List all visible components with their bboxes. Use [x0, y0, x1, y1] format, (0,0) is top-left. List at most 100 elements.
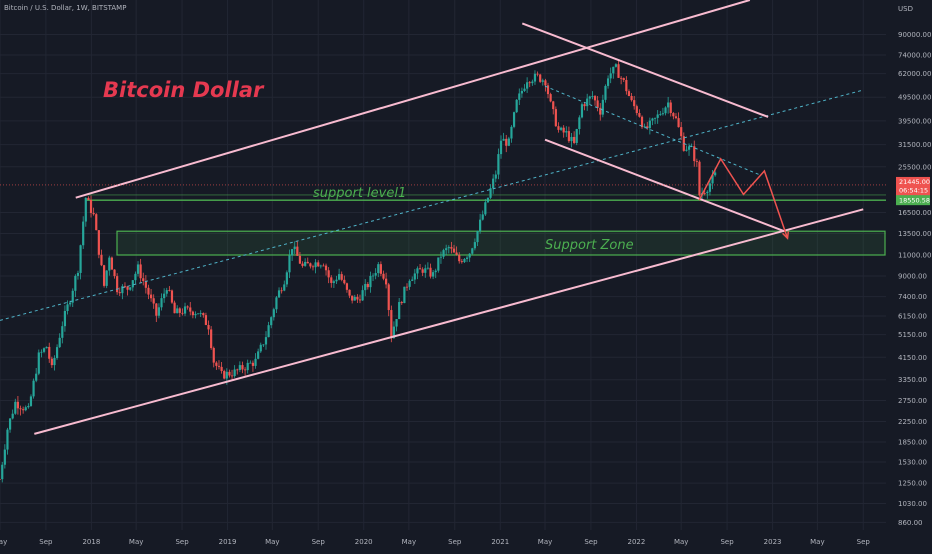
candle-body[interactable]	[450, 247, 453, 249]
candle-body[interactable]	[708, 183, 712, 192]
candle-body[interactable]	[84, 197, 87, 222]
candle-body[interactable]	[126, 286, 129, 290]
candle-body[interactable]	[510, 126, 513, 139]
candle-body[interactable]	[424, 268, 427, 273]
candle-body[interactable]	[390, 310, 393, 339]
candle-body[interactable]	[520, 90, 524, 94]
candle-body[interactable]	[382, 273, 385, 279]
candle-body[interactable]	[539, 74, 542, 82]
candle-body[interactable]	[395, 319, 398, 327]
candle-body[interactable]	[518, 93, 521, 100]
candle-body[interactable]	[191, 311, 194, 316]
candle-body[interactable]	[14, 401, 17, 414]
candle-body[interactable]	[194, 313, 197, 316]
candle-body[interactable]	[575, 128, 578, 143]
candle-body[interactable]	[131, 280, 134, 288]
candle-body[interactable]	[580, 104, 584, 118]
candle-body[interactable]	[714, 172, 717, 176]
candle-body[interactable]	[565, 131, 568, 133]
candle-body[interactable]	[176, 308, 179, 314]
descending-channel-midline[interactable]	[544, 85, 762, 176]
candle-body[interactable]	[358, 299, 362, 301]
candle-body[interactable]	[168, 290, 171, 291]
candle-body[interactable]	[515, 99, 518, 113]
candle-body[interactable]	[379, 264, 382, 274]
candle-body[interactable]	[546, 85, 550, 95]
candle-body[interactable]	[0, 479, 1, 480]
candle-body[interactable]	[272, 309, 275, 318]
candle-body[interactable]	[356, 296, 359, 300]
candle-body[interactable]	[429, 267, 432, 277]
candle-body[interactable]	[541, 80, 544, 82]
candle-body[interactable]	[301, 263, 304, 266]
candle-body[interactable]	[703, 193, 706, 194]
candle-body[interactable]	[267, 325, 270, 338]
candle-body[interactable]	[82, 221, 85, 246]
candle-body[interactable]	[648, 120, 651, 129]
candle-body[interactable]	[442, 250, 445, 257]
candle-body[interactable]	[421, 269, 424, 273]
candle-body[interactable]	[528, 82, 531, 84]
candle-body[interactable]	[405, 286, 409, 288]
candle-body[interactable]	[139, 264, 142, 279]
candle-body[interactable]	[11, 413, 14, 419]
candle-body[interactable]	[66, 304, 69, 311]
candle-body[interactable]	[387, 284, 390, 311]
candle-body[interactable]	[259, 344, 262, 352]
candle-body[interactable]	[371, 275, 375, 277]
candle-body[interactable]	[330, 277, 333, 283]
candle-body[interactable]	[468, 253, 471, 258]
candle-body[interactable]	[596, 100, 599, 108]
candle-body[interactable]	[413, 273, 416, 280]
candle-body[interactable]	[97, 230, 100, 255]
candle-body[interactable]	[142, 278, 145, 282]
candle-body[interactable]	[116, 276, 119, 293]
candle-body[interactable]	[599, 107, 602, 115]
candle-body[interactable]	[674, 116, 678, 119]
candle-body[interactable]	[296, 246, 299, 256]
candle-body[interactable]	[695, 161, 698, 162]
candle-body[interactable]	[183, 306, 187, 314]
candle-body[interactable]	[204, 315, 208, 325]
candle-body[interactable]	[121, 286, 124, 294]
candle-body[interactable]	[617, 64, 620, 78]
candle-body[interactable]	[280, 290, 283, 292]
candle-body[interactable]	[199, 313, 202, 314]
candle-body[interactable]	[63, 310, 67, 327]
candle-body[interactable]	[92, 212, 95, 215]
candle-body[interactable]	[309, 263, 312, 267]
candle-body[interactable]	[364, 283, 367, 291]
candle-body[interactable]	[178, 308, 181, 313]
time-axis[interactable]: May Sep 2018 May Sep 2019 May Sep 2020 May Sep 2021…	[0, 538, 870, 546]
candle-body[interactable]	[408, 280, 411, 287]
candle-body[interactable]	[573, 136, 576, 143]
candle-body[interactable]	[207, 324, 210, 330]
candle-body[interactable]	[562, 127, 565, 133]
candle-body[interactable]	[100, 254, 103, 266]
candle-body[interactable]	[567, 131, 571, 142]
candle-body[interactable]	[149, 294, 153, 299]
candle-body[interactable]	[559, 127, 563, 130]
candle-body[interactable]	[220, 366, 223, 372]
candle-body[interactable]	[348, 289, 351, 296]
candle-body[interactable]	[196, 313, 200, 315]
candle-body[interactable]	[578, 117, 581, 129]
candle-body[interactable]	[304, 261, 307, 266]
candle-body[interactable]	[523, 88, 526, 91]
candle-body[interactable]	[479, 219, 482, 232]
candle-body[interactable]	[285, 272, 288, 285]
candle-body[interactable]	[614, 64, 618, 67]
candle-body[interactable]	[416, 268, 419, 274]
candle-body[interactable]	[29, 396, 33, 406]
candle-body[interactable]	[246, 362, 249, 371]
projection-path[interactable]	[698, 157, 789, 239]
candle-body[interactable]	[653, 117, 657, 119]
candle-body[interactable]	[531, 81, 534, 84]
candle-body[interactable]	[507, 138, 510, 146]
candle-body[interactable]	[664, 107, 667, 114]
candle-body[interactable]	[586, 98, 589, 107]
candle-body[interactable]	[212, 348, 215, 363]
candle-body[interactable]	[225, 371, 228, 379]
candle-body[interactable]	[345, 283, 349, 290]
candle-body[interactable]	[3, 449, 6, 465]
